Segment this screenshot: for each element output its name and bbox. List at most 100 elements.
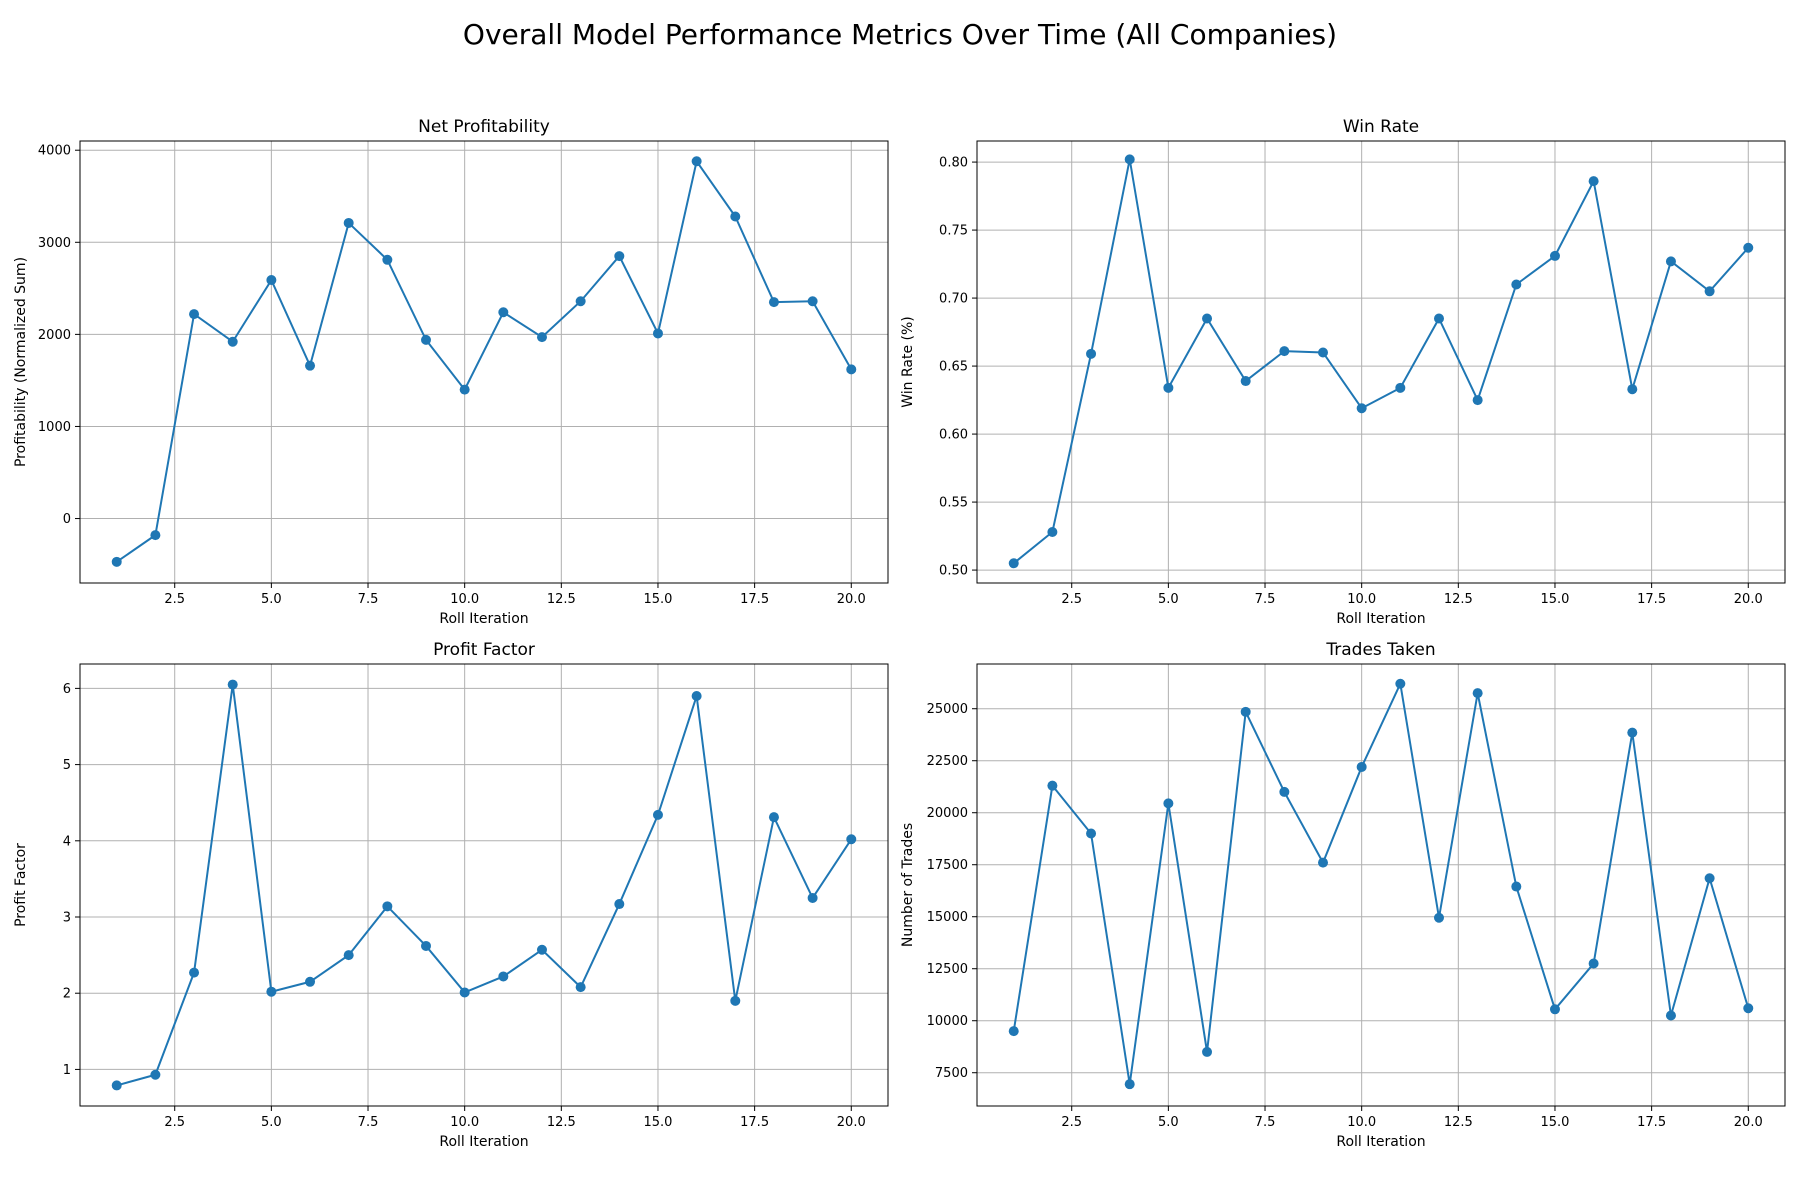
data-point bbox=[1318, 347, 1329, 358]
data-point bbox=[768, 812, 779, 823]
subplot-title: Trades Taken bbox=[1325, 640, 1435, 660]
y-tick-label: 22500 bbox=[927, 754, 968, 769]
data-point bbox=[1704, 286, 1715, 297]
subplot-title: Profit Factor bbox=[433, 640, 535, 660]
data-point bbox=[1047, 527, 1058, 537]
data-point bbox=[536, 944, 547, 955]
data-point bbox=[305, 976, 316, 987]
data-point bbox=[421, 940, 432, 951]
subplot-1: 2.5 5.0 7.5 10.0 12.5 15.0 17.5 20.0 0 1000 2000 30… bbox=[13, 117, 889, 627]
y-tick-label: 4000 bbox=[38, 144, 71, 159]
x-tick-label: 5.0 bbox=[1158, 592, 1179, 607]
data-point bbox=[1086, 348, 1097, 359]
data-point bbox=[1202, 1046, 1213, 1057]
x-tick-label: 12.5 bbox=[1444, 592, 1473, 607]
y-tick-label: 1 bbox=[63, 1063, 71, 1078]
x-tick-label: 10.0 bbox=[450, 592, 479, 607]
y-tick-label: 15000 bbox=[927, 910, 968, 925]
y-tick-label: 0.55 bbox=[939, 496, 968, 511]
x-axis-label: Roll Iteration bbox=[439, 611, 528, 627]
x-tick-label: 15.0 bbox=[643, 1115, 672, 1130]
data-point bbox=[1665, 1010, 1676, 1021]
y-tick-label: 1000 bbox=[38, 420, 71, 435]
data-point bbox=[1588, 176, 1599, 187]
data-point bbox=[575, 296, 586, 307]
x-tick-label: 15.0 bbox=[1540, 592, 1569, 607]
plot-frame bbox=[976, 663, 1786, 1107]
x-tick-label: 17.5 bbox=[1637, 1115, 1666, 1130]
data-point bbox=[1395, 678, 1406, 689]
data-point bbox=[1627, 384, 1638, 395]
data-point bbox=[575, 982, 586, 993]
data-point bbox=[382, 254, 393, 265]
data-point bbox=[730, 995, 741, 1006]
data-point bbox=[498, 307, 509, 318]
y-tick-label: 5 bbox=[63, 758, 71, 773]
x-tick-label: 12.5 bbox=[1444, 1115, 1473, 1130]
y-tick-label: 0 bbox=[63, 512, 71, 527]
data-point bbox=[1743, 242, 1754, 253]
y-tick-label: 2000 bbox=[38, 328, 71, 343]
data-point bbox=[1163, 382, 1174, 393]
series-line bbox=[116, 158, 853, 563]
data-point bbox=[459, 987, 470, 998]
data-point bbox=[1472, 395, 1483, 406]
data-point bbox=[1472, 688, 1483, 699]
x-axis-label: Roll Iteration bbox=[1336, 1134, 1425, 1150]
data-point bbox=[691, 691, 702, 702]
x-tick-label: 20.0 bbox=[837, 1115, 866, 1130]
y-tick-label: 10000 bbox=[927, 1014, 968, 1029]
series-line bbox=[1012, 680, 1750, 1085]
data-point bbox=[1665, 256, 1676, 267]
data-point bbox=[1279, 786, 1290, 797]
plot-frame bbox=[79, 140, 889, 584]
y-tick-label: 17500 bbox=[927, 858, 968, 873]
y-tick-label: 4 bbox=[63, 834, 71, 849]
series-line bbox=[1013, 159, 1750, 565]
data-point bbox=[691, 156, 702, 167]
data-point bbox=[1318, 857, 1329, 868]
x-tick-label: 2.5 bbox=[164, 1115, 185, 1130]
data-point bbox=[305, 360, 316, 371]
data-point bbox=[459, 384, 470, 395]
data-point bbox=[730, 211, 741, 222]
data-point bbox=[227, 679, 238, 690]
data-point bbox=[266, 275, 277, 286]
data-point bbox=[1433, 313, 1444, 324]
subplot-2: 2.5 5.0 7.5 10.0 12.5 15.0 17.5 20.0 0.50 0.55 0.6… bbox=[900, 117, 1786, 627]
y-tick-label: 0.80 bbox=[939, 156, 968, 171]
y-axis-label: Number of Trades bbox=[900, 823, 916, 947]
data-point bbox=[1356, 761, 1367, 772]
data-point bbox=[266, 986, 277, 997]
x-tick-label: 10.0 bbox=[450, 1115, 479, 1130]
plot-frame bbox=[976, 140, 1786, 584]
x-tick-label: 12.5 bbox=[547, 592, 576, 607]
plot-frame bbox=[79, 663, 889, 1107]
x-tick-label: 15.0 bbox=[1540, 1115, 1569, 1130]
data-point bbox=[343, 217, 354, 228]
y-tick-label: 3000 bbox=[38, 236, 71, 251]
y-tick-label: 0.75 bbox=[939, 224, 968, 239]
y-tick-label: 0.60 bbox=[939, 428, 968, 443]
x-tick-label: 17.5 bbox=[1637, 592, 1666, 607]
x-tick-label: 7.5 bbox=[1255, 592, 1276, 607]
x-tick-label: 5.0 bbox=[1158, 1115, 1179, 1130]
x-tick-label: 7.5 bbox=[358, 1115, 379, 1130]
x-axis-label: Roll Iteration bbox=[439, 1134, 528, 1150]
x-tick-label: 20.0 bbox=[837, 592, 866, 607]
data-point bbox=[111, 556, 122, 567]
x-axis-label: Roll Iteration bbox=[1336, 611, 1425, 627]
data-point bbox=[1549, 250, 1560, 261]
y-tick-label: 2 bbox=[63, 987, 71, 1002]
data-point bbox=[1047, 780, 1058, 791]
y-tick-label: 20000 bbox=[927, 806, 968, 821]
series-line bbox=[116, 684, 853, 1087]
data-point bbox=[1433, 912, 1444, 923]
y-tick-label: 25000 bbox=[927, 702, 968, 717]
data-point bbox=[652, 809, 663, 820]
data-point bbox=[343, 950, 354, 961]
data-point bbox=[111, 1080, 122, 1091]
data-point bbox=[1124, 1079, 1135, 1090]
data-point bbox=[498, 971, 509, 982]
